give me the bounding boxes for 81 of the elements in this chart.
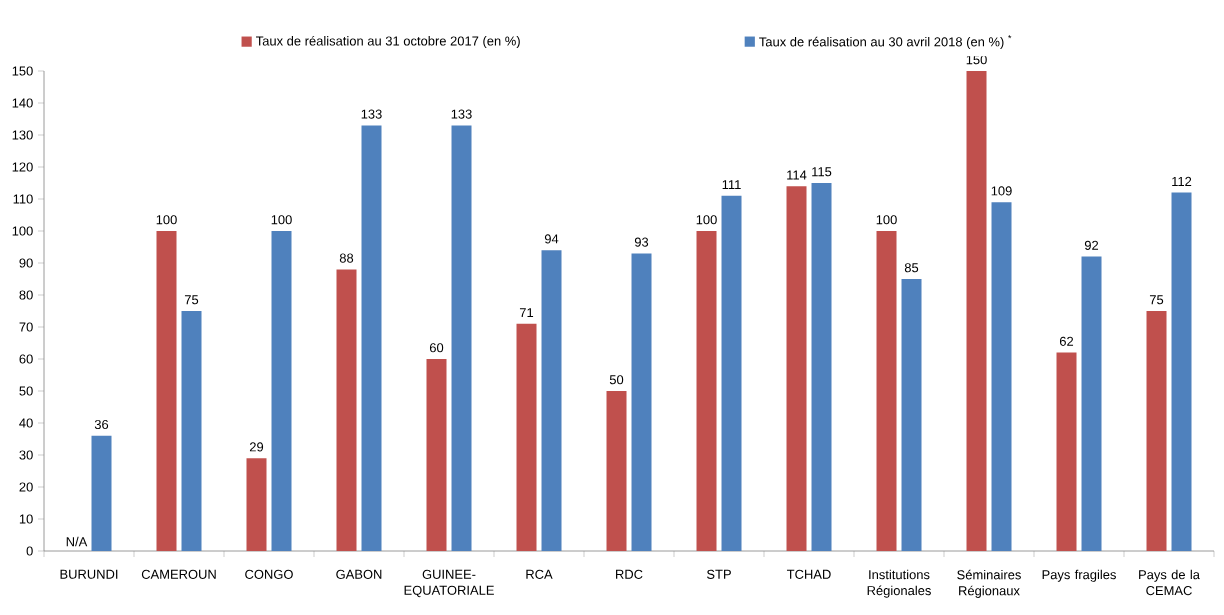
data-label: 71 bbox=[519, 308, 534, 318]
y-tick-label: 130 bbox=[12, 130, 33, 140]
bar bbox=[901, 279, 922, 551]
legend-label: Taux de réalisation au 30 avril 2018 (en %) $^{*}$ bbox=[759, 35, 1012, 49]
bar bbox=[541, 250, 562, 551]
bar bbox=[451, 125, 472, 551]
x-tick-label: Institutions Régionales bbox=[867, 569, 931, 598]
y-tick-label: 90 bbox=[19, 258, 33, 268]
data-label: 50 bbox=[609, 375, 624, 385]
data-label: 75 bbox=[1149, 295, 1164, 305]
y-tick-label: 10 bbox=[19, 514, 33, 524]
y-tick-label: 110 bbox=[13, 194, 33, 204]
data-label: 93 bbox=[634, 237, 649, 247]
data-label: 94 bbox=[544, 234, 559, 244]
y-tick-label: 30 bbox=[19, 450, 33, 460]
data-label: 111 bbox=[722, 180, 741, 190]
x-tick-label: RDC bbox=[616, 569, 643, 579]
bar bbox=[246, 458, 267, 551]
y-tick-label: 50 bbox=[19, 386, 33, 396]
bar bbox=[426, 359, 447, 551]
bar bbox=[606, 391, 627, 551]
bar bbox=[631, 253, 652, 551]
y-tick-label: 100 bbox=[12, 226, 33, 236]
data-label: 60 bbox=[429, 343, 444, 353]
data-label: 112 bbox=[1172, 176, 1192, 186]
data-label: 114 bbox=[787, 170, 807, 180]
y-tick-label: 150 bbox=[12, 66, 33, 76]
bar bbox=[181, 311, 202, 551]
y-tick-label: 120 bbox=[12, 162, 33, 172]
x-tick-label: Séminaires Régionaux bbox=[957, 569, 1021, 598]
data-label: 85 bbox=[904, 263, 919, 273]
x-tick-label: CAMEROUN bbox=[141, 569, 216, 579]
x-tick-label: RCA bbox=[526, 569, 553, 579]
bar bbox=[786, 186, 807, 551]
bar bbox=[876, 231, 897, 551]
y-tick-label: 40 bbox=[19, 418, 33, 428]
data-label: 75 bbox=[184, 295, 199, 305]
bar bbox=[336, 269, 357, 551]
data-label: 115 bbox=[812, 167, 832, 177]
y-tick-label: 80 bbox=[19, 290, 33, 300]
bar bbox=[1171, 192, 1192, 551]
bar bbox=[1056, 352, 1077, 551]
data-label: 100 bbox=[876, 215, 897, 225]
x-tick-label: Pays de la CEMAC bbox=[1139, 569, 1200, 596]
x-tick-label: GABON bbox=[336, 569, 382, 579]
data-label: 109 bbox=[991, 186, 1012, 196]
x-tick-label: GUINEE-EQUATORIALE bbox=[404, 569, 494, 598]
data-label: 29 bbox=[249, 442, 264, 452]
y-tick-label: 70 bbox=[19, 322, 33, 332]
x-tick-label: CONGO bbox=[245, 569, 293, 579]
x-tick-label: BURUNDI bbox=[60, 569, 118, 579]
data-label: 100 bbox=[696, 215, 717, 225]
x-tick-label: STP bbox=[707, 569, 731, 579]
data-label: 36 bbox=[94, 419, 109, 430]
data-label: 133 bbox=[451, 109, 472, 119]
y-tick-label: 140 bbox=[12, 98, 33, 108]
bar bbox=[271, 231, 292, 551]
data-label: 88 bbox=[339, 253, 354, 263]
bar bbox=[361, 125, 382, 551]
bar bbox=[991, 202, 1012, 551]
y-tick-label: 0 bbox=[26, 546, 33, 556]
x-tick-label: Pays fragiles bbox=[1042, 569, 1116, 582]
bar bbox=[516, 323, 537, 551]
data-label: 100 bbox=[271, 215, 292, 225]
y-tick-label: 20 bbox=[19, 482, 33, 492]
bar bbox=[811, 183, 832, 551]
bar bbox=[91, 435, 112, 551]
bar bbox=[966, 71, 987, 551]
data-label: 62 bbox=[1059, 336, 1074, 346]
x-tick-label: TCHAD bbox=[786, 569, 831, 579]
bar bbox=[1081, 256, 1102, 551]
data-label: 100 bbox=[156, 215, 177, 225]
y-tick-label: 60 bbox=[19, 354, 33, 364]
bar bbox=[696, 231, 717, 551]
data-label: 92 bbox=[1084, 240, 1099, 250]
data-label: 133 bbox=[361, 109, 382, 119]
text: N/A bbox=[66, 536, 88, 547]
bar bbox=[721, 195, 742, 551]
bar bbox=[1146, 311, 1167, 551]
legend-label: Taux de réalisation au 31 octobre 2017 (en %) bbox=[256, 35, 520, 49]
bar bbox=[156, 231, 177, 551]
